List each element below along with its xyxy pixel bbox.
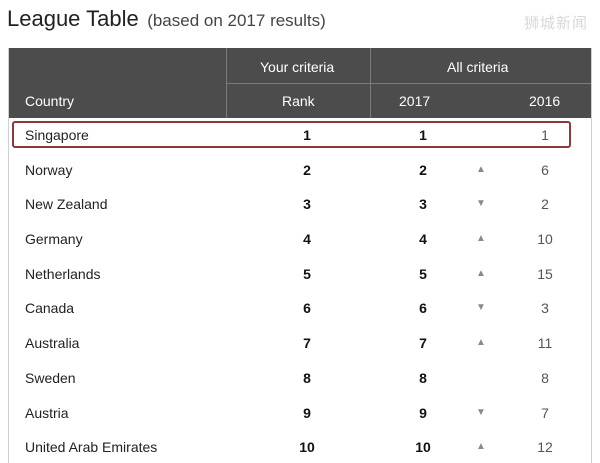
triangle-up-icon: ▲ xyxy=(476,337,486,349)
rank-2016-value: 10 xyxy=(537,231,553,248)
rank-2016-value: 11 xyxy=(537,335,553,352)
rank-value: 5 xyxy=(303,265,311,282)
rank-2016-value: 8 xyxy=(541,369,549,386)
rank-value: 2 xyxy=(303,161,311,178)
triangle-down-icon: ▼ xyxy=(476,406,486,418)
rank-2016-value: 7 xyxy=(541,404,549,421)
table-row: Australia 7 7 ▲ 11 xyxy=(9,326,591,361)
rank-value: 4 xyxy=(303,231,311,248)
triangle-down-icon: ▼ xyxy=(476,198,486,210)
header-your-criteria: Your criteria xyxy=(260,59,335,75)
country-name: Singapore xyxy=(25,127,89,143)
watermark: 狮城新闻 xyxy=(523,15,588,32)
title-subtitle: (based on 2017 results) xyxy=(147,11,326,30)
country-name: Austria xyxy=(25,404,69,421)
triangle-up-icon: ▲ xyxy=(476,163,486,175)
header-all-criteria: All criteria xyxy=(447,59,509,75)
rank-value: 10 xyxy=(299,439,315,456)
rank-2016-value: 1 xyxy=(541,127,549,143)
country-name: Sweden xyxy=(25,369,76,386)
table-header: Country Your criteria All criteria Rank … xyxy=(9,48,591,118)
triangle-down-icon: ▼ xyxy=(476,302,486,314)
country-name: Norway xyxy=(25,161,73,178)
rank-2016-value: 2 xyxy=(541,196,549,213)
header-rank: Rank xyxy=(282,93,315,109)
league-table: Country Your criteria All criteria Rank … xyxy=(8,48,592,463)
table-row: Austria 9 9 ▼ 7 xyxy=(9,396,591,431)
table-row: Norway 2 2 ▲ 6 xyxy=(9,153,591,188)
country-name: Germany xyxy=(25,231,83,248)
header-2017: 2017 xyxy=(399,93,431,109)
rank-2017-value: 6 xyxy=(419,300,427,317)
triangle-up-icon: ▲ xyxy=(476,441,486,453)
rank-2017-value: 1 xyxy=(419,127,427,143)
country-name: Netherlands xyxy=(25,265,101,282)
rank-2017-value: 4 xyxy=(419,231,427,248)
table-row: United Arab Emirates 10 10 ▲ 12 xyxy=(9,430,591,463)
rank-2017-value: 5 xyxy=(419,265,427,282)
header-divider xyxy=(226,83,591,84)
table-row: Netherlands 5 5 ▲ 15 xyxy=(9,257,591,292)
triangle-up-icon: ▲ xyxy=(476,233,486,245)
title-main: League Table xyxy=(7,6,139,31)
rank-2017-value: 7 xyxy=(419,335,427,352)
rank-value: 9 xyxy=(303,404,311,421)
rank-2017-value: 10 xyxy=(415,439,431,456)
rank-2017-value: 3 xyxy=(419,196,427,213)
rank-value: 8 xyxy=(303,369,311,386)
rank-2016-value: 15 xyxy=(537,265,553,282)
table-row: Canada 6 6 ▼ 3 xyxy=(9,291,591,326)
header-2016: 2016 xyxy=(529,93,561,109)
country-name: Canada xyxy=(25,300,75,317)
rank-2017-value: 9 xyxy=(419,404,427,421)
rank-value: 7 xyxy=(303,335,311,352)
rank-2016-value: 3 xyxy=(541,300,549,317)
rank-2017-value: 8 xyxy=(419,369,427,386)
country-name: United Arab Emirates xyxy=(25,439,158,456)
table-row: Germany 4 4 ▲ 10 xyxy=(9,222,591,257)
header-country: Country xyxy=(25,93,75,109)
country-name: New Zealand xyxy=(25,196,108,213)
rank-2016-value: 6 xyxy=(541,161,549,178)
table-row: New Zealand 3 3 ▼ 2 xyxy=(9,187,591,222)
country-name: Australia xyxy=(25,335,80,352)
page-title: League Table (based on 2017 results) xyxy=(7,6,326,32)
triangle-up-icon: ▲ xyxy=(476,267,486,279)
table-row: Singapore 1 1 1 xyxy=(9,118,591,153)
table-body: Singapore 1 1 1 Norway 2 2 ▲ 6 New Zealand 3 3 ▼ 2 Ger… xyxy=(9,118,591,463)
rank-value: 3 xyxy=(303,196,311,213)
rank-2016-value: 12 xyxy=(537,439,553,456)
rank-2017-value: 2 xyxy=(419,161,427,178)
rank-value: 1 xyxy=(303,127,311,143)
table-row: Sweden 8 8 8 xyxy=(9,361,591,396)
rank-value: 6 xyxy=(303,300,311,317)
